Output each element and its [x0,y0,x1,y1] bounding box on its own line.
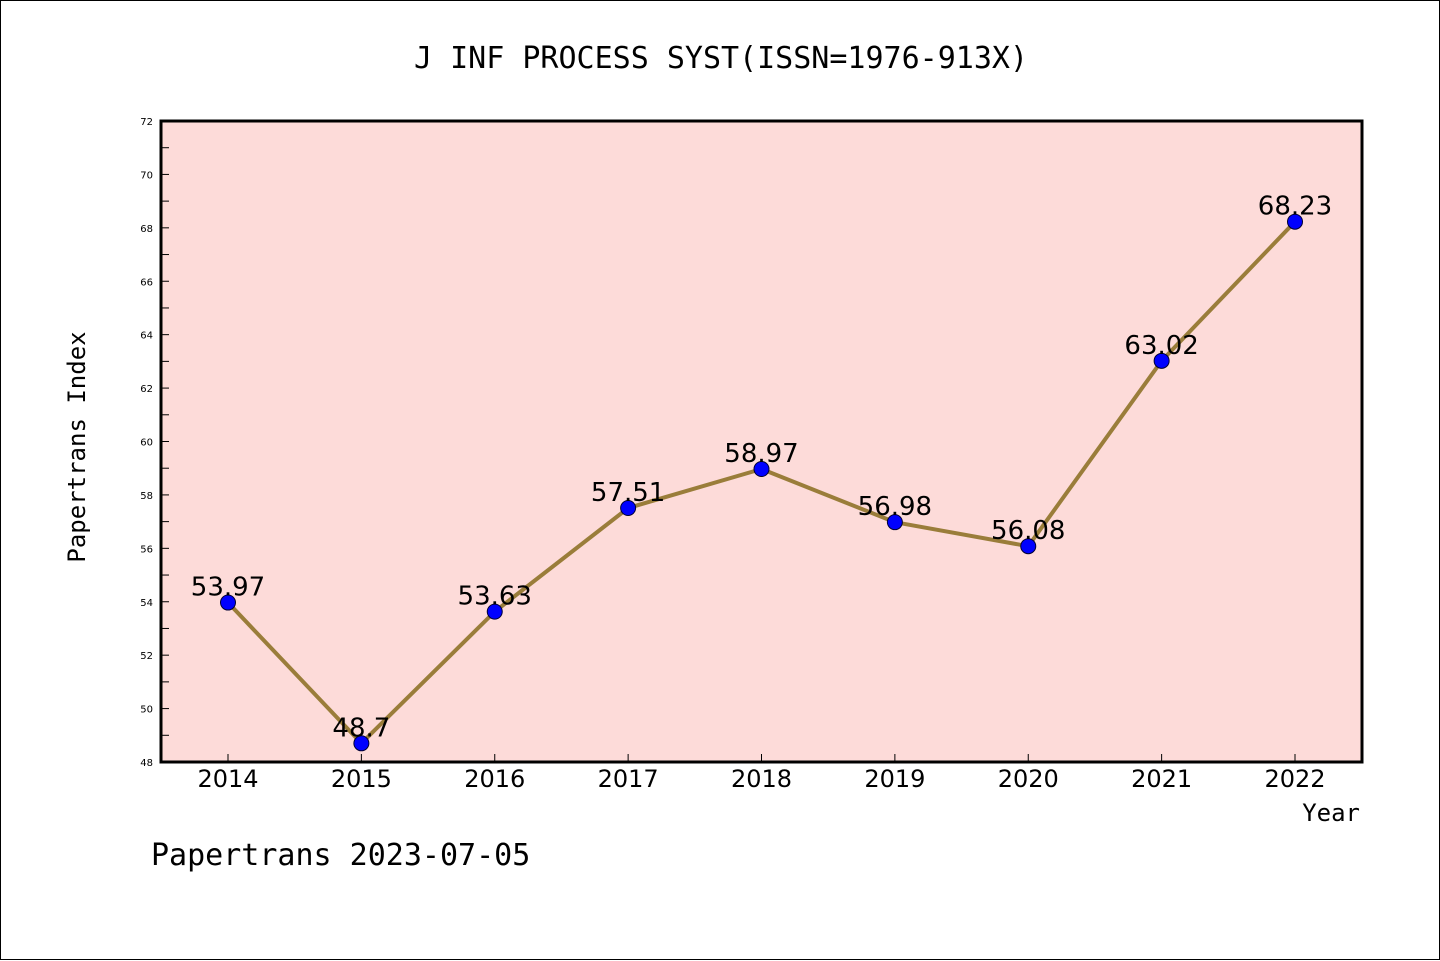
y-tick-label: 72 [140,117,153,128]
data-point-2022 [1287,213,1303,230]
y-tick-label: 48 [140,758,153,769]
data-label-2014: 53.97 [191,573,265,603]
data-label-2022: 68.23 [1258,192,1332,222]
y-tick-label: 68 [140,224,153,235]
x-tick-label: 2015 [331,765,392,793]
y-tick-label: 70 [140,170,153,181]
y-tick-label: 62 [140,384,153,395]
x-tick-label: 2021 [1131,765,1192,793]
y-tick-label: 56 [140,544,153,555]
x-tick-label: 2017 [598,765,659,793]
x-axis-label: Year [1302,799,1360,827]
data-label-2017: 57.51 [591,478,665,508]
x-tick-label: 2014 [197,765,258,793]
data-label-2016: 53.63 [458,582,532,612]
data-point-2020 [1020,538,1037,555]
y-tick-label: 60 [140,438,153,449]
x-tick-label: 2022 [1264,765,1325,793]
plot-area [161,121,1362,762]
x-tick-label: 2016 [464,765,525,793]
y-tick-label: 54 [140,598,153,609]
y-tick-label: 66 [140,277,153,288]
data-label-2015: 48.7 [332,713,390,743]
data-point-2016 [486,603,503,620]
data-label-2019: 56.98 [858,492,932,522]
y-tick-label: 50 [140,705,153,716]
data-label-2020: 56.08 [991,516,1065,546]
footer-watermark: Papertrans 2023-07-05 [151,838,530,873]
x-tick-label: 2018 [731,765,792,793]
data-point-2017 [620,500,637,517]
data-label-2021: 63.02 [1124,331,1198,361]
x-tick-label: 2019 [864,765,925,793]
data-points [220,213,1303,752]
y-tick-label: 58 [140,491,153,502]
data-point-2019 [886,514,903,531]
data-label-2018: 58.97 [724,439,798,469]
x-tick-label: 2020 [998,765,1059,793]
y-axis-label: Papertrans Index [63,331,91,562]
chart-title: J INF PROCESS SYST(ISSN=1976-913X) [414,41,1028,76]
x-axis-ticks: 2014 2015 2016 2017 2018 2019 2020 2021 2022 [197,754,1326,793]
y-tick-label: 64 [140,331,153,342]
data-point-2015 [353,735,370,752]
data-point-2018 [753,461,770,478]
data-point-2014 [220,594,236,611]
data-labels: 53.97 48.7 53.63 57.51 58.97 56.98 56.08 63.02 6… [191,192,1332,744]
plot-border [159,119,1364,764]
data-point-2021 [1153,352,1170,369]
y-tick-label: 52 [140,651,153,662]
